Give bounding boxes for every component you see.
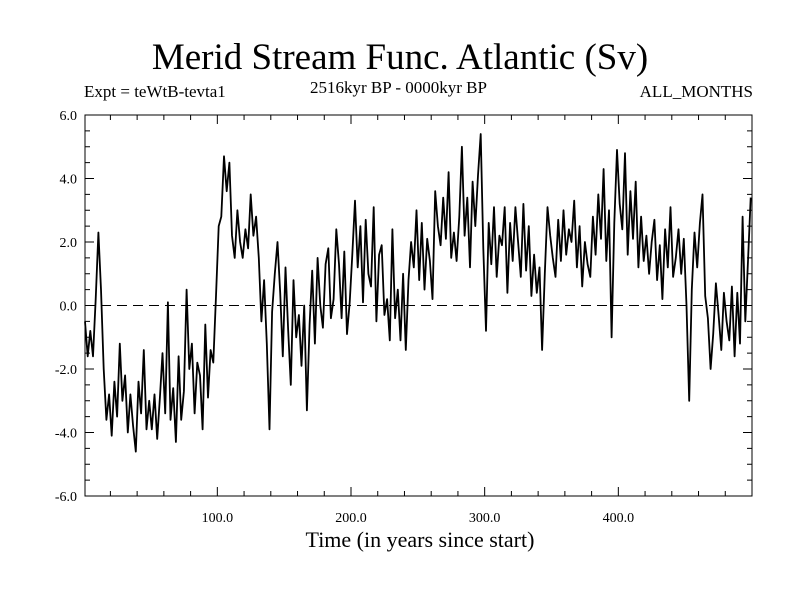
x-tick-label: 200.0 (335, 511, 367, 526)
series-line (84, 133, 752, 453)
y-tick-label: -6.0 (55, 490, 77, 505)
y-tick-label: 4.0 (60, 173, 78, 188)
y-tick-label: 6.0 (60, 109, 78, 124)
y-tick-label: 0.0 (60, 300, 78, 315)
x-tick-label: 100.0 (202, 511, 234, 526)
y-tick-label: 2.0 (60, 236, 78, 251)
chart-title: Merid Stream Func. Atlantic (Sv) (151, 37, 649, 78)
time-range-label: 2516kyr BP - 0000kyr BP (310, 78, 487, 97)
tick-labels: 6.0 4.0 2.0 0.0 -2.0 -4.0 -6.0 100.0 200.0 300.0 4… (55, 109, 634, 526)
y-tick-label: -2.0 (55, 363, 77, 378)
x-tick-label: 300.0 (469, 511, 501, 526)
months-label: ALL_MONTHS (639, 82, 753, 101)
x-axis-label: Time (in years since start) (305, 527, 535, 552)
experiment-label: Expt = teWtB-tevta1 (84, 82, 226, 101)
plot-frame (84, 114, 753, 497)
x-tick-label: 400.0 (603, 511, 635, 526)
y-tick-label: -4.0 (55, 427, 77, 442)
